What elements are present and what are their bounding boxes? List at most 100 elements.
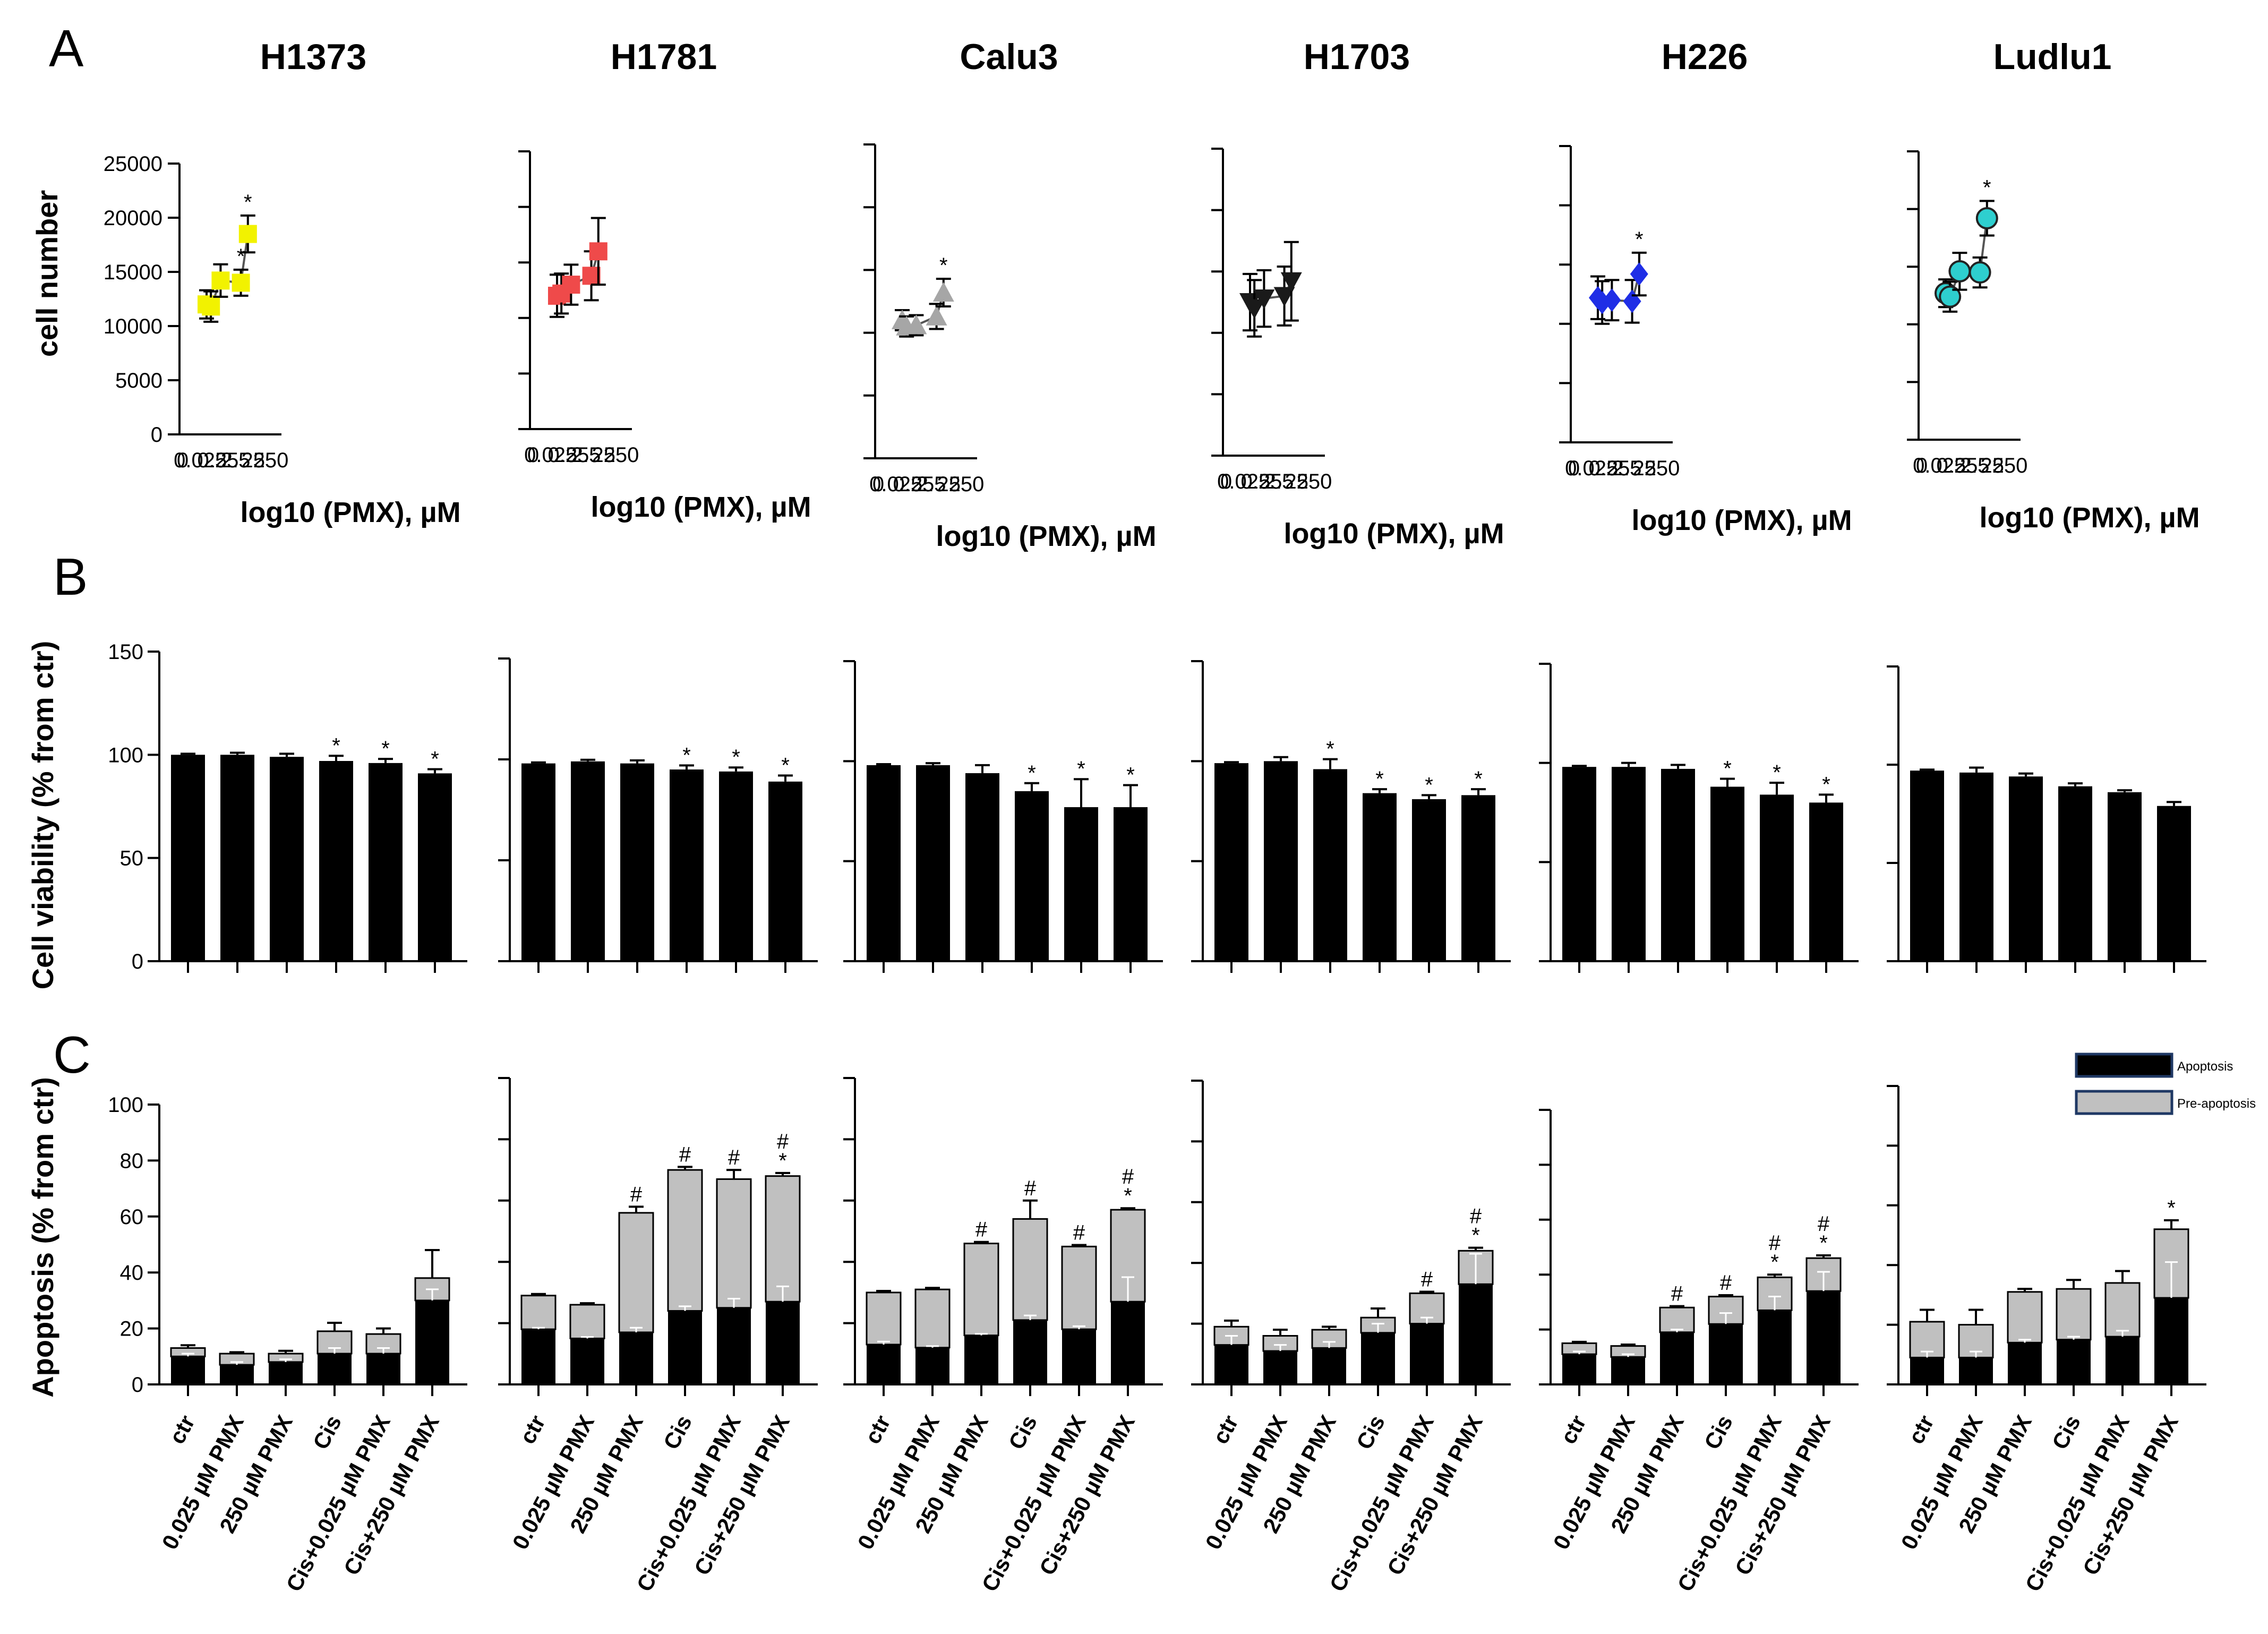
- bar-apoptosis: [1214, 1345, 1248, 1384]
- bar-pre-apoptosis: [914, 1288, 951, 1349]
- significance: *: [1474, 767, 1483, 791]
- significance: *: [332, 734, 340, 757]
- x-tick-label: 0: [872, 473, 884, 496]
- x-tick-label: 25: [1633, 457, 1657, 480]
- error-bar: [630, 759, 645, 764]
- significance: #: [1720, 1271, 1732, 1295]
- legend-pre-apoptosis-label: Pre-apoptosis: [2177, 1097, 2256, 1111]
- x-tick-label: 0.025: [1565, 457, 1618, 480]
- bar-pre-apoptosis: [2007, 1291, 2043, 1344]
- category-label: Cis: [1699, 1411, 1738, 1453]
- error-bar: [1621, 762, 1636, 767]
- y-tick-label: 100: [108, 743, 143, 767]
- significance-mark: *: [332, 734, 340, 757]
- bar-apoptosis: [1660, 1332, 1694, 1384]
- significance-mark: #: [1122, 1165, 1134, 1188]
- significance: #*: [1470, 1205, 1482, 1247]
- bar-apoptosis: [1562, 1354, 1596, 1384]
- significance: *: [237, 245, 245, 268]
- bar: [171, 755, 205, 961]
- x-tick-label: 0.25: [1588, 457, 1630, 480]
- error-bar-apoptosis: [1921, 1350, 1933, 1358]
- bar: [670, 769, 704, 961]
- category-label: ctr: [164, 1411, 200, 1448]
- bar: [1562, 767, 1596, 961]
- error-bar: [1819, 793, 1834, 803]
- significance: #*: [777, 1130, 789, 1173]
- bar: [1214, 763, 1248, 961]
- bar: [620, 763, 654, 961]
- significance-mark: *: [431, 748, 439, 771]
- bar-apoptosis: [915, 1347, 949, 1384]
- y-tick-label: 40: [120, 1261, 144, 1285]
- significance-mark: #: [728, 1146, 740, 1169]
- bar-apoptosis: [1959, 1357, 1993, 1384]
- x-tick-label: 250: [1297, 470, 1332, 493]
- error-bar: [425, 1249, 440, 1278]
- error-bar: [531, 1293, 546, 1296]
- error-bar: [329, 755, 344, 761]
- error-bar: [2066, 1279, 2081, 1289]
- significance: *: [1983, 176, 1991, 199]
- data-point: [1273, 287, 1295, 307]
- error-bar: [1074, 778, 1089, 807]
- significance: *: [682, 743, 691, 767]
- data-point: [926, 305, 947, 326]
- error-bar: [925, 1287, 940, 1290]
- error-bar: [876, 763, 891, 765]
- error-bar: [278, 1349, 293, 1354]
- error-bar: [1371, 1307, 1385, 1318]
- bar-apoptosis: [1459, 1284, 1493, 1384]
- significance: #*: [1122, 1165, 1134, 1208]
- significance: #*: [1769, 1231, 1781, 1274]
- bar-apoptosis: [1111, 1302, 1145, 1384]
- bar-apoptosis: [867, 1344, 901, 1384]
- significance-mark: #: [975, 1218, 988, 1242]
- significance: *: [1635, 228, 1644, 251]
- y-tick-label: 20: [120, 1318, 144, 1341]
- panel-c-y-axis-label: Apoptosis (% from ctr): [26, 1077, 59, 1398]
- error-bar: [1323, 758, 1338, 769]
- bar: [1114, 807, 1148, 961]
- x-axis-label: log10 (PMX), µM: [1979, 502, 2199, 534]
- significance-mark: *: [381, 737, 390, 760]
- significance-mark: *: [1635, 228, 1644, 251]
- error-bar: [975, 764, 990, 773]
- error-bar-apoptosis: [1622, 1353, 1634, 1357]
- panel-a-y-axis-label: cell number: [30, 190, 64, 357]
- x-tick-label: 25: [1981, 454, 2005, 477]
- panel-a-chart-h1373: H1373050001000015000200002500000.0250.25…: [104, 37, 461, 528]
- error-bar-apoptosis: [1372, 1323, 1384, 1333]
- significance: *: [1126, 764, 1135, 787]
- chart-title: Calu3: [960, 37, 1058, 77]
- error-bar-apoptosis: [1073, 1325, 1085, 1330]
- y-tick-label: 20000: [104, 207, 162, 230]
- error-bar-apoptosis: [630, 1327, 643, 1332]
- x-tick-label: 25: [937, 473, 961, 496]
- category-label: ctr: [515, 1411, 550, 1448]
- error-bar: [1816, 1254, 1831, 1259]
- x-tick-label: 0.025: [174, 449, 227, 472]
- error-bar: [1273, 1329, 1288, 1336]
- x-tick-label: 0: [1916, 454, 1928, 477]
- x-tick-label: 0.25: [197, 449, 238, 472]
- error-bar-apoptosis: [1970, 1350, 1982, 1358]
- significance-mark: *: [778, 1149, 787, 1173]
- category-label: Cis: [658, 1411, 697, 1453]
- error-bar: [778, 774, 793, 782]
- bar: [1661, 768, 1695, 961]
- significance: *: [431, 748, 439, 771]
- significance-mark: *: [1474, 767, 1483, 791]
- bar: [2108, 792, 2142, 961]
- significance-mark: *: [1819, 1231, 1828, 1255]
- data-point: [1939, 285, 1962, 308]
- bar-pre-apoptosis: [866, 1291, 902, 1346]
- significance-mark: #: [1671, 1282, 1683, 1306]
- chart-title: Ludlu1: [1993, 37, 2112, 77]
- y-tick-label: 15000: [104, 261, 162, 284]
- error-bar: [1023, 1199, 1038, 1219]
- panel-b-chart-h226: * * *: [1539, 663, 1859, 973]
- error-bar: [729, 766, 743, 772]
- error-bar: [974, 1241, 989, 1244]
